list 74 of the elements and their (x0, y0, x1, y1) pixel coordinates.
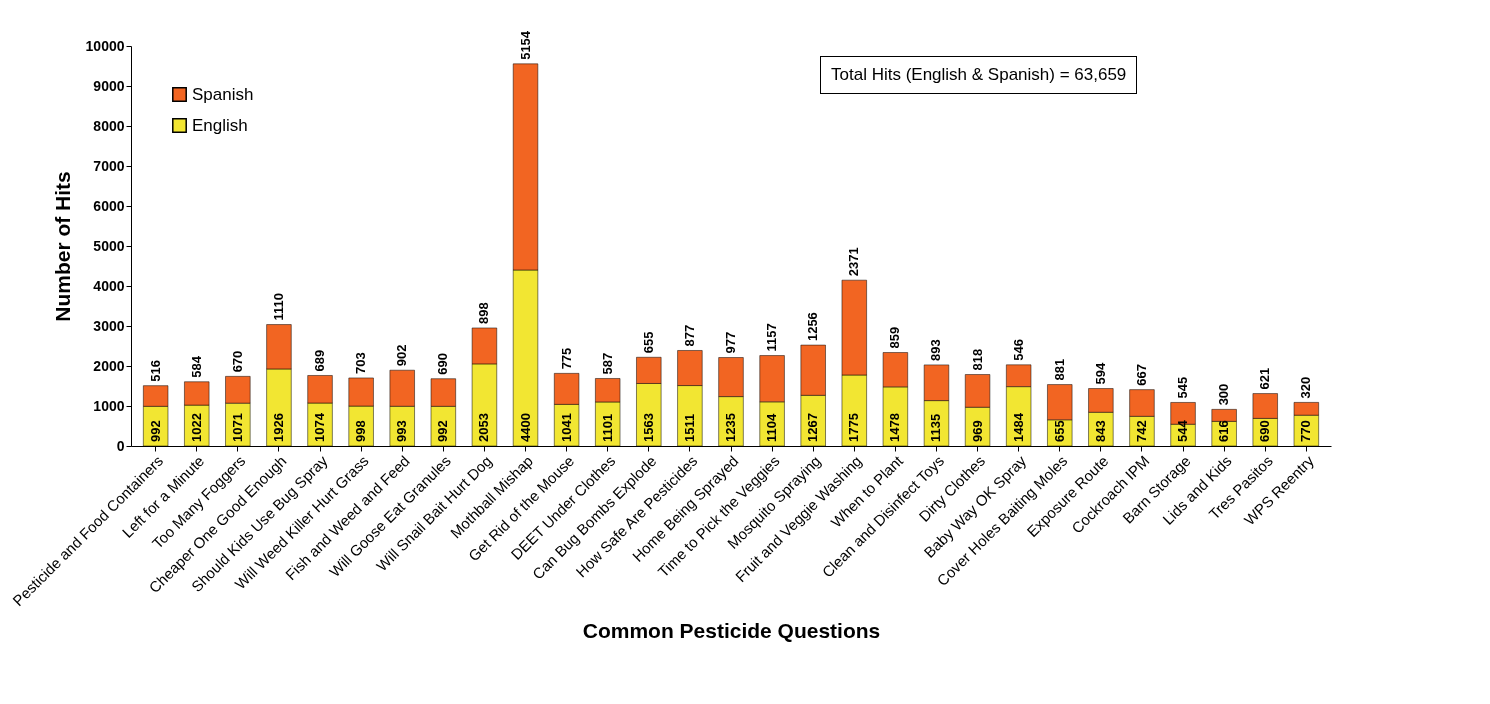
data-label: 843 (1092, 420, 1108, 442)
data-label: 1074 (312, 412, 328, 442)
data-label: 859 (887, 326, 903, 349)
data-label: 1101 (599, 413, 615, 442)
data-label: 1110 (270, 293, 286, 321)
legend-label: English (192, 115, 248, 135)
data-label: 992 (147, 420, 163, 442)
data-label: 1104 (764, 413, 780, 442)
data-label: 1235 (723, 413, 738, 442)
data-label: 667 (1133, 363, 1149, 386)
y-tick-label: 5000 (93, 237, 125, 254)
data-label: 1256 (805, 312, 821, 342)
data-label: 544 (1175, 419, 1191, 442)
data-label: 818 (969, 348, 985, 371)
y-tick-label: 8000 (93, 117, 125, 134)
data-label: 993 (394, 420, 410, 442)
data-label: 690 (1257, 420, 1273, 442)
data-label: 655 (1051, 420, 1067, 442)
data-label: 4400 (517, 413, 533, 442)
y-tick-label: 2000 (93, 357, 125, 374)
data-label: 1511 (681, 413, 697, 442)
data-label: 893 (928, 339, 944, 361)
data-label: 2053 (476, 413, 492, 442)
data-label: 5154 (517, 30, 533, 60)
data-label: 594 (1092, 362, 1108, 385)
data-label: 877 (681, 324, 697, 347)
y-tick-label: 0 (116, 437, 125, 454)
y-tick-label: 4000 (93, 277, 125, 294)
data-label: 1022 (188, 413, 204, 442)
data-label: 775 (558, 347, 574, 370)
data-label: 516 (147, 359, 163, 382)
y-tick-label: 9000 (93, 77, 125, 94)
data-label: 1267 (805, 413, 821, 442)
data-label: 969 (969, 420, 985, 442)
data-label: 584 (188, 355, 204, 378)
data-label: 655 (640, 331, 656, 354)
data-label: 1563 (640, 413, 656, 442)
data-label: 300 (1216, 383, 1232, 406)
x-axis-title: Common Pesticide Questions (582, 619, 881, 643)
data-label: 616 (1216, 420, 1232, 442)
y-tick-label: 1000 (93, 397, 125, 414)
data-label: 1775 (846, 413, 862, 442)
data-label: 1484 (1010, 412, 1026, 442)
data-label: 881 (1051, 358, 1067, 381)
data-label: 621 (1257, 367, 1273, 390)
data-label: 1157 (764, 323, 780, 352)
data-label: 320 (1298, 376, 1314, 399)
data-label: 1135 (928, 413, 944, 442)
data-label: 1478 (887, 413, 903, 442)
data-label: 545 (1175, 376, 1191, 399)
legend-label: Spanish (192, 84, 254, 104)
data-label: 898 (476, 302, 492, 324)
data-label: 670 (229, 350, 245, 373)
data-label: 1926 (270, 413, 286, 442)
data-label: 770 (1298, 420, 1314, 442)
y-tick-label: 3000 (93, 317, 125, 334)
data-label: 1071 (229, 413, 245, 442)
data-label: 977 (723, 331, 738, 354)
data-label: 546 (1010, 339, 1026, 361)
data-label: 902 (394, 344, 410, 367)
data-label: 742 (1133, 420, 1149, 442)
data-label: 1041 (558, 413, 574, 442)
y-tick-label: 7000 (93, 157, 125, 174)
y-tick-label: 6000 (93, 197, 125, 214)
y-tick-label: 10000 (85, 37, 125, 54)
data-label: 992 (435, 420, 451, 442)
data-label: 998 (353, 420, 369, 442)
annotation: Total Hits (English & Spanish) = 63,659 (820, 56, 1138, 94)
data-label: 689 (312, 349, 328, 372)
data-label: 703 (353, 352, 369, 374)
y-axis-title: Number of Hits (50, 171, 74, 322)
data-label: 690 (435, 353, 451, 375)
data-label: 2371 (846, 247, 862, 277)
data-label: 587 (599, 352, 615, 375)
